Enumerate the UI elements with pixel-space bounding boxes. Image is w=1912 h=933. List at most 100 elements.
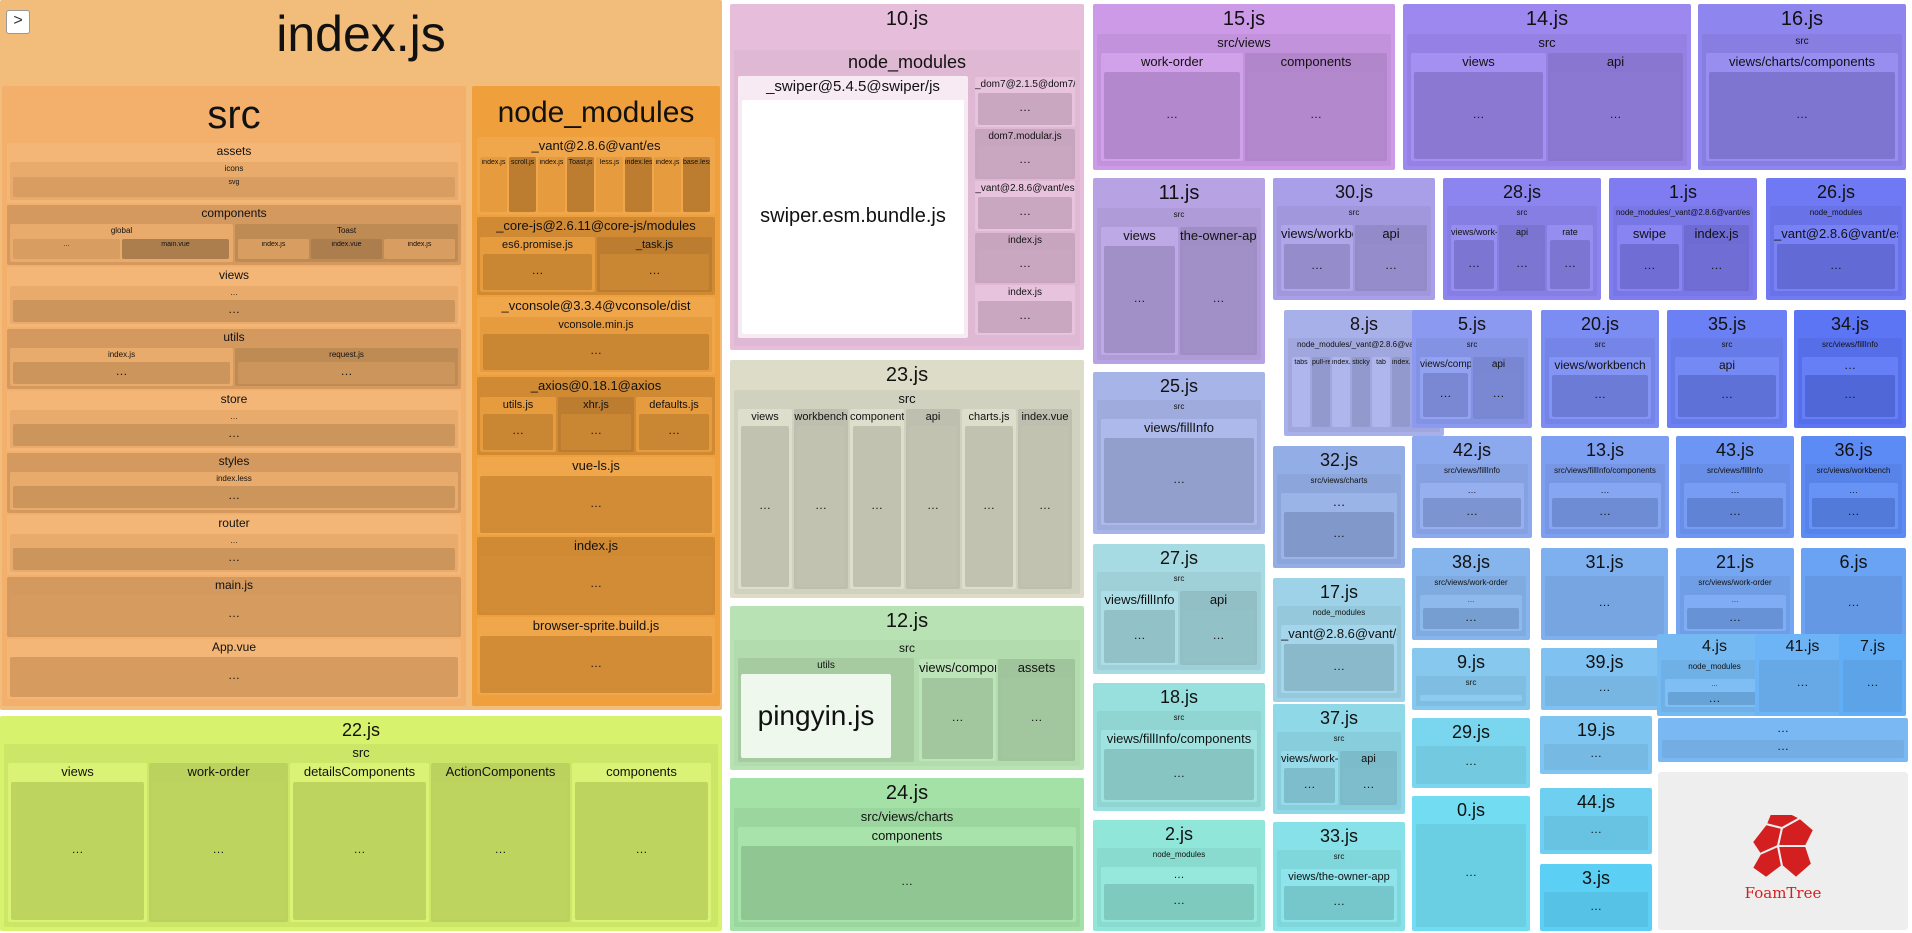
module-cell[interactable]: views/fillInfo… — [1101, 419, 1257, 525]
module-cell[interactable]: views… — [8, 763, 147, 922]
submodule-cell[interactable]: … — [11, 782, 144, 920]
folder-cell[interactable]: src/views/charts…… — [1277, 474, 1401, 564]
folder-cell[interactable]: src views/fillInfo… api… — [1097, 572, 1261, 670]
module-cell[interactable]: …… — [1684, 595, 1786, 631]
submodule-cell[interactable]: … — [483, 254, 592, 290]
sidebar-toggle-button[interactable]: > — [6, 10, 30, 34]
module-cell[interactable]: …… — [1684, 483, 1786, 529]
module-cell[interactable]: views/the-owner-app… — [1281, 869, 1397, 922]
module-cell[interactable]: …… — [1101, 867, 1257, 922]
folder-cell[interactable]: … — [1545, 576, 1664, 636]
module-cell[interactable]: charts.js… — [962, 409, 1016, 589]
submodule-cell[interactable]: … — [1423, 373, 1468, 417]
module-cell[interactable]: vconsole.min.js… — [480, 317, 712, 372]
module-swiper-esm-bundle[interactable]: swiper.esm.bundle.js — [742, 100, 964, 334]
module-cell[interactable]: _task.js… — [597, 237, 712, 292]
folder-cell[interactable]: … — [1544, 892, 1648, 927]
module-cell[interactable]: …… — [1281, 493, 1397, 559]
folder-cell[interactable]: srcviews/work-order…api…rate… — [1447, 206, 1597, 296]
module-cell[interactable]: scroll.js — [509, 157, 536, 212]
module-cell[interactable]: views/charts/components… — [1706, 53, 1898, 161]
submodule-cell[interactable]: … — [152, 782, 285, 920]
submodule-cell[interactable]: … — [1104, 749, 1254, 800]
submodule-cell[interactable]: … — [1284, 512, 1394, 557]
submodule-cell[interactable]: … — [1552, 498, 1658, 527]
module-cell[interactable]: api… — [906, 409, 960, 589]
submodule-cell[interactable]: … — [1183, 246, 1254, 353]
folder-cell[interactable]: src… — [1416, 676, 1526, 706]
module-cell[interactable]: icons svg — [10, 162, 458, 200]
folder-cell[interactable]: … — [1416, 824, 1526, 927]
module-cell[interactable]: …… — [10, 410, 458, 448]
module-cell[interactable]: ActionComponents… — [431, 763, 570, 922]
folder-cell[interactable]: node_modules…… — [1097, 848, 1261, 927]
chunk-4-js[interactable]: 4.js node_modules…… — [1657, 634, 1772, 716]
submodule-cell[interactable]: … — [978, 249, 1072, 281]
chunk-25-js[interactable]: 25.js src views/fillInfo… — [1093, 372, 1265, 534]
chunk-15-js[interactable]: 15.js src/views work-order… components… — [1093, 4, 1395, 170]
submodule-cell[interactable]: … — [1104, 246, 1175, 353]
chunk-28-js[interactable]: 28.jssrcviews/work-order…api…rate… — [1443, 178, 1601, 300]
chunk-13-js[interactable]: 13.js src/views/fillInfo/components…… — [1541, 436, 1669, 538]
chunk-11-js[interactable]: 11.js src views… the-owner-app… — [1093, 178, 1265, 364]
module-cell[interactable]: utils.js… — [480, 397, 556, 452]
submodule-cell[interactable]: … — [922, 678, 993, 759]
submodule-cell[interactable]: … — [1284, 644, 1394, 691]
module-cell[interactable]: views…… — [7, 267, 461, 327]
submodule-cell[interactable]: … — [741, 426, 789, 587]
module-cell[interactable]: index.js… — [477, 537, 715, 615]
module-cell[interactable]: … — [1420, 695, 1522, 701]
chunk-27-js[interactable]: 27.js src views/fillInfo… api… — [1093, 544, 1265, 674]
chunk-41-js[interactable]: 41.js… — [1755, 634, 1850, 716]
chunk-42-js[interactable]: 42.js src/views/fillInfo…… — [1412, 436, 1532, 538]
module-cell[interactable]: App.vue… — [7, 639, 461, 699]
submodule-cell[interactable]: … — [1476, 373, 1521, 417]
module-cell[interactable]: defaults.js… — [636, 397, 712, 452]
submodule-cell[interactable]: … — [293, 782, 426, 920]
submodule-cell[interactable]: … — [575, 782, 708, 920]
module-cell[interactable]: global … main.vue — [10, 224, 233, 262]
folder-cell[interactable]: src views… api… — [1407, 34, 1687, 166]
submodule-cell[interactable]: … — [13, 548, 455, 570]
folder-cell[interactable]: src views/charts/components… — [1702, 34, 1902, 166]
submodule-cell[interactable]: … — [1777, 244, 1895, 289]
folder-cell[interactable]: src/views/workbench…… — [1805, 464, 1902, 534]
module-cell[interactable]: api… — [1499, 225, 1545, 291]
module-cell[interactable]: index.js — [1332, 357, 1350, 427]
module-cell[interactable]: views/fillInfo/components… — [1101, 730, 1257, 802]
folder-cell[interactable]: src views/the-owner-app… — [1277, 850, 1401, 927]
submodule-cell[interactable]: … — [1423, 608, 1519, 629]
submodule-cell[interactable]: … — [483, 414, 553, 450]
folder-cell[interactable]: … — [1544, 816, 1648, 850]
submodule-cell[interactable]: … — [1550, 240, 1590, 289]
module-cell[interactable]: api… — [1340, 751, 1397, 805]
submodule-cell[interactable]: … — [1284, 886, 1394, 920]
submodule-cell[interactable]: … — [1551, 72, 1680, 159]
chunk-30-js[interactable]: 30.jssrcviews/workbench…api… — [1273, 178, 1435, 300]
chunk-36-js[interactable]: 36.js src/views/workbench…… — [1801, 436, 1906, 538]
submodule-cell[interactable]: … — [1001, 678, 1072, 759]
chunk-16-js[interactable]: 16.js src views/charts/components… — [1698, 4, 1906, 170]
module-cell[interactable]: Toast.js — [567, 157, 594, 212]
chunk-26-js[interactable]: 26.js node_modules _vant@2.8.6@vant/es… — [1766, 178, 1906, 300]
module-cell[interactable]: index.js — [538, 157, 565, 212]
module-cell[interactable]: index.js — [1392, 357, 1410, 427]
chunk-19-js[interactable]: 19.js… — [1540, 716, 1652, 774]
submodule-cell[interactable]: … — [13, 362, 230, 384]
submodule-cell[interactable]: … — [978, 301, 1072, 333]
chunk-23-js[interactable]: 23.js src views… workbench… components… api… c… — [730, 360, 1084, 598]
module-cell[interactable]: browser-sprite.build.js… — [477, 617, 715, 695]
module-cell[interactable]: index.js — [384, 239, 455, 259]
module-cell[interactable]: rate… — [1547, 225, 1593, 291]
module-cell[interactable]: …… — [1665, 679, 1764, 707]
submodule-cell[interactable]: … — [600, 254, 709, 290]
chunk-14-js[interactable]: 14.js src views… api… — [1403, 4, 1691, 170]
chunk-22-js[interactable]: 22.js src views… work-order… detailsComponen… — [0, 716, 722, 931]
module-cell[interactable]: less.js — [596, 157, 623, 212]
chunk-2-js[interactable]: 2.js node_modules…… — [1093, 820, 1265, 931]
module-cell[interactable]: _vant@2.8.6@vant/es… — [1281, 625, 1397, 693]
module-cell[interactable]: index.less… — [10, 472, 458, 510]
submodule-cell[interactable]: … — [1104, 610, 1175, 663]
chunk-12-js[interactable]: 12.js src utils pingyin.js views/components …… — [730, 606, 1084, 770]
chunk-34-js[interactable]: 34.js src/views/fillInfo…… — [1794, 310, 1906, 428]
